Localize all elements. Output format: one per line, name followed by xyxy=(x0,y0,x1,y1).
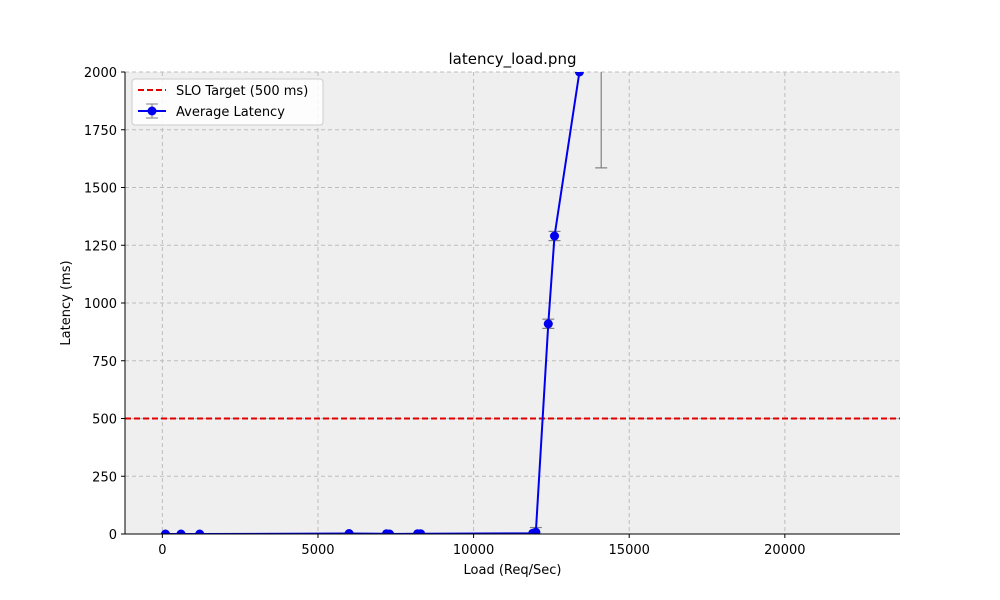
x-axis-ticks: 0 5000 10000 15000 20000 xyxy=(158,534,806,558)
legend-label-average-latency: Average Latency xyxy=(176,105,285,120)
data-point-7 xyxy=(416,529,426,534)
y-tick-label-7: 1750 xyxy=(84,124,117,139)
x-tick-label-3: 15000 xyxy=(609,543,650,558)
data-point-9 xyxy=(531,527,541,534)
y-tick-label-2: 500 xyxy=(92,413,117,428)
legend: SLO Target (500 ms) Average Latency xyxy=(131,78,324,126)
y-tick-label-8: 2000 xyxy=(84,66,117,81)
y-tick-label-0: 0 xyxy=(109,528,117,543)
y-tick-label-4: 1000 xyxy=(84,297,117,312)
legend-marker-average-latency xyxy=(138,103,166,119)
x-tick-label-0: 0 xyxy=(158,543,166,558)
data-point-12 xyxy=(574,72,584,77)
chart-title: latency_load.png xyxy=(449,50,577,69)
y-axis-label: Latency (ms) xyxy=(59,260,74,345)
y-tick-label-6: 1500 xyxy=(84,182,117,197)
data-point-1 xyxy=(176,529,186,534)
legend-box xyxy=(131,78,324,126)
data-point-0 xyxy=(160,529,170,534)
legend-label-slo: SLO Target (500 ms) xyxy=(176,84,308,99)
data-point-3 xyxy=(344,529,354,534)
y-tick-label-3: 750 xyxy=(92,355,117,370)
y-tick-label-5: 1250 xyxy=(84,239,117,254)
x-tick-label-1: 5000 xyxy=(301,543,334,558)
legend-series-marker xyxy=(147,106,157,116)
data-point-5 xyxy=(385,529,395,534)
y-axis-ticks: 0 250 500 750 1000 1250 1500 1750 2000 xyxy=(84,66,125,543)
data-point-11 xyxy=(550,231,560,241)
data-point-2 xyxy=(195,529,205,534)
x-tick-label-4: 20000 xyxy=(764,543,805,558)
x-tick-label-2: 10000 xyxy=(453,543,494,558)
x-axis-label: Load (Req/Sec) xyxy=(464,563,562,578)
data-point-10 xyxy=(543,319,553,329)
y-tick-label-1: 250 xyxy=(92,470,117,485)
